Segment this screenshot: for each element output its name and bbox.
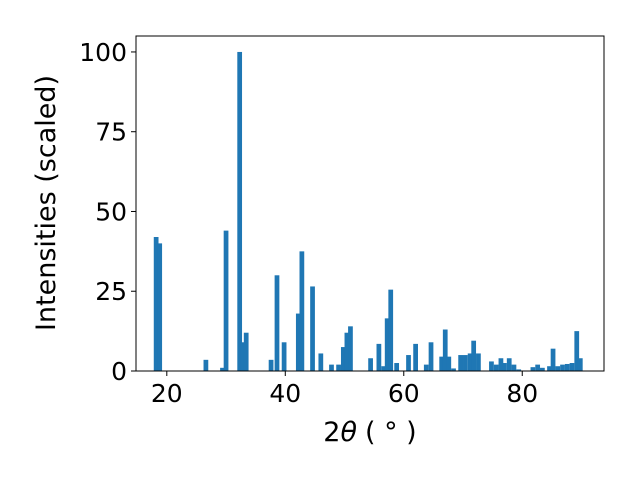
bar-2 xyxy=(203,359,209,371)
bar-37 xyxy=(471,340,477,371)
bar-44 xyxy=(511,364,517,371)
y-axis-label: Intensities (scaled) xyxy=(31,75,62,331)
bar-36 xyxy=(467,353,473,371)
bar-48 xyxy=(540,367,545,371)
bar-46 xyxy=(530,367,536,371)
bar-17 xyxy=(340,347,346,371)
bar-27 xyxy=(413,343,418,371)
bar-29 xyxy=(428,342,434,371)
x-tick-label: 40 xyxy=(269,379,301,408)
bar-6 xyxy=(240,342,245,371)
bar-8 xyxy=(268,359,274,371)
bar-40 xyxy=(493,364,499,371)
bar-35 xyxy=(463,355,468,371)
bar-54 xyxy=(569,363,575,371)
bar-52 xyxy=(560,364,565,371)
bar-47 xyxy=(535,364,541,371)
bar-42 xyxy=(502,363,507,371)
bar-26 xyxy=(406,355,411,371)
bar-51 xyxy=(555,366,561,371)
bar-38 xyxy=(476,353,481,371)
x-axis-label-theta: θ xyxy=(340,417,357,448)
y-tick-label: 25 xyxy=(95,277,127,306)
bar-12 xyxy=(299,251,305,371)
bar-15 xyxy=(329,364,334,371)
bar-11 xyxy=(295,313,301,371)
bar-21 xyxy=(376,343,382,371)
bar-43 xyxy=(506,358,512,371)
x-axis-label: 2θ ( ° ) xyxy=(323,417,416,448)
bar-series xyxy=(153,51,583,371)
y-tick-label: 50 xyxy=(95,197,127,226)
axes-frame xyxy=(135,35,605,372)
bar-56 xyxy=(577,358,583,371)
bar-9 xyxy=(274,275,280,371)
bar-20 xyxy=(368,358,373,371)
x-axis-label-main: 2 xyxy=(323,417,340,448)
x-axis-ticks: 20 40 60 80 xyxy=(151,371,538,408)
y-axis-ticks: 0 25 50 75 100 xyxy=(79,38,136,386)
y-tick-label: 100 xyxy=(79,38,127,67)
bar-3 xyxy=(220,367,225,371)
y-tick-label: 75 xyxy=(95,118,127,147)
bar-55 xyxy=(574,331,580,371)
bar-18 xyxy=(344,332,350,371)
bar-28 xyxy=(423,364,429,371)
bar-0 xyxy=(153,237,159,371)
bar-53 xyxy=(564,363,570,371)
bar-16 xyxy=(336,364,341,371)
x-axis-label-unit: ( ° ) xyxy=(365,417,417,448)
bar-50 xyxy=(550,348,556,371)
bar-33 xyxy=(451,368,456,371)
bar-24 xyxy=(388,289,394,371)
x-tick-label: 60 xyxy=(388,379,420,408)
bar-7 xyxy=(243,332,249,371)
bar-30 xyxy=(439,356,445,371)
x-tick-label: 80 xyxy=(506,379,538,408)
x-tick-label: 20 xyxy=(151,379,183,408)
bar-23 xyxy=(384,318,390,371)
bar-39 xyxy=(489,361,494,371)
bar-49 xyxy=(547,366,552,371)
bar-31 xyxy=(442,329,448,371)
bar-22 xyxy=(381,366,386,371)
bar-13 xyxy=(310,286,315,371)
bar-34 xyxy=(458,355,464,371)
bar-32 xyxy=(446,356,452,371)
bar-10 xyxy=(281,342,287,371)
bar-1 xyxy=(157,243,163,371)
bar-14 xyxy=(318,353,324,371)
bar-41 xyxy=(498,358,504,371)
bar-19 xyxy=(348,326,353,371)
bar-4 xyxy=(223,230,229,371)
bar-5 xyxy=(237,51,243,371)
bar-25 xyxy=(394,363,400,371)
y-tick-label: 0 xyxy=(111,357,127,386)
bar-45 xyxy=(516,369,522,371)
